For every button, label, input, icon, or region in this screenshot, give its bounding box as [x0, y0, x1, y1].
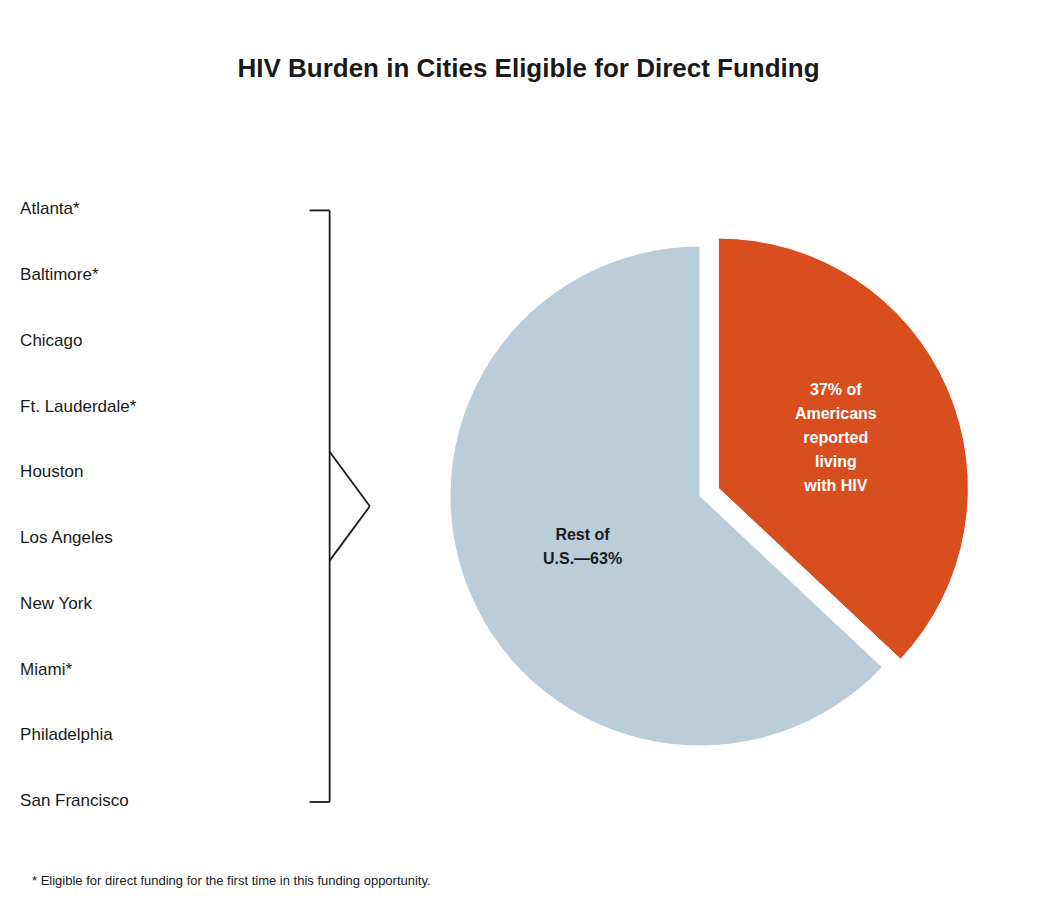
svg-text:Philadelphia: Philadelphia: [20, 725, 113, 744]
svg-text:Los Angeles: Los Angeles: [20, 528, 113, 547]
svg-text:HIV Burden in Cities Eligible: HIV Burden in Cities Eligible for Direct…: [237, 53, 819, 83]
svg-text:with HIV: with HIV: [803, 477, 867, 494]
svg-text:San Francisco: San Francisco: [20, 791, 129, 810]
svg-text:U.S.—63%: U.S.—63%: [543, 550, 622, 567]
svg-text:Baltimore*: Baltimore*: [20, 265, 99, 284]
svg-text:living: living: [815, 453, 857, 470]
svg-text:* Eligible for direct funding: * Eligible for direct funding for the fi…: [32, 873, 431, 888]
svg-text:New York: New York: [20, 594, 92, 613]
svg-text:Americans: Americans: [795, 405, 877, 422]
svg-text:37% of: 37% of: [810, 381, 862, 398]
svg-text:Atlanta*: Atlanta*: [20, 199, 80, 218]
svg-text:Ft. Lauderdale*: Ft. Lauderdale*: [20, 397, 137, 416]
svg-text:Miami*: Miami*: [20, 660, 72, 679]
svg-text:reported: reported: [803, 429, 868, 446]
svg-text:Houston: Houston: [20, 462, 83, 481]
svg-text:Rest of: Rest of: [555, 526, 610, 543]
svg-text:Chicago: Chicago: [20, 331, 82, 350]
